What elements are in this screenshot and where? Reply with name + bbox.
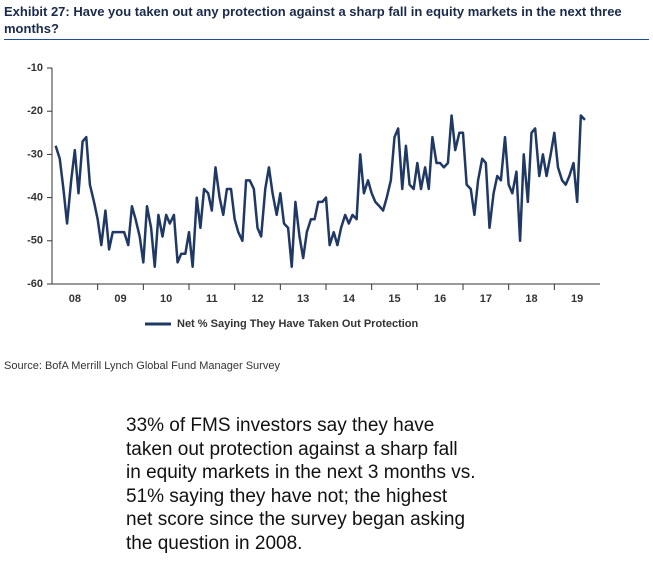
y-tick-label: -30: [27, 148, 43, 160]
x-tick-label: 13: [297, 293, 309, 305]
title-rule: [4, 39, 649, 40]
x-tick-label: 14: [343, 293, 356, 305]
x-tick-label: 18: [525, 293, 537, 305]
x-tick-label: 10: [160, 293, 172, 305]
y-tick-label: -60: [27, 278, 43, 290]
x-tick-label: 09: [114, 293, 126, 305]
x-tick-label: 17: [480, 293, 492, 305]
chart: -10 -20 -30 -40 -50 -60 08 09 10 11 12 13 14 15 16 17 18…: [27, 62, 600, 330]
legend-label: Net % Saying They Have Taken Out Protect…: [177, 318, 419, 330]
y-tick-label: -50: [27, 235, 43, 247]
annotation: 33% of FMS investors say they have taken…: [126, 415, 476, 554]
y-tick-label: -40: [27, 192, 43, 204]
chart-title: Exhibit 27: Have you taken out any prote…: [4, 4, 622, 36]
y-tick-label: -10: [27, 62, 43, 74]
x-tick-label: 11: [206, 293, 218, 305]
x-tick-label: 12: [251, 293, 263, 305]
y-tick-label: -20: [27, 105, 43, 117]
x-tick-label: 19: [571, 293, 583, 305]
source-note: Source: BofA Merrill Lynch Global Fund M…: [4, 360, 280, 372]
data-line: [54, 114, 586, 268]
x-tick-label: 08: [69, 293, 81, 305]
x-tick-label: 15: [388, 293, 400, 305]
x-tick-label: 16: [434, 293, 446, 305]
